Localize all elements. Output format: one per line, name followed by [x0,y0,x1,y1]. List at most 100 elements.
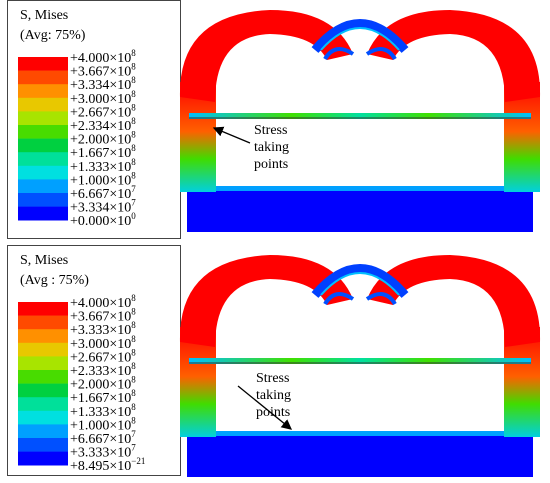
legend-label: +2.334×108 [70,116,136,134]
label-base: +6.667×10 [70,187,131,202]
annotation-text: taking [256,388,291,403]
mid-arch [311,264,409,298]
legend-swatch [18,97,68,112]
annotation-text: taking [254,140,289,155]
legend-swatch [18,329,68,344]
label-base: +3.333×10 [70,323,131,338]
legend-swatch [18,57,68,71]
label-exp: 8 [131,48,136,58]
legend-swatch [18,152,68,167]
label-base: +3.334×10 [70,201,131,216]
base-slab [187,433,533,477]
legend-swatch [18,356,68,371]
label-exp: 8 [131,388,136,398]
legend-swatch [18,179,68,194]
arch-edge [365,292,397,306]
label-exp: 8 [131,102,136,112]
label-exp: 8 [131,402,136,412]
legend-label: +3.334×107 [70,198,136,216]
legend-label: +3.333×107 [70,443,136,461]
label-base: +1.333×10 [70,160,131,175]
legend-label: +3.000×108 [70,334,136,352]
legend-label: +6.667×107 [70,429,136,447]
legend-swatch [18,315,68,330]
legend-swatch [18,125,68,139]
left-arch [179,255,353,347]
label-exp: 7 [131,184,136,194]
label-exp: 7 [131,429,136,439]
mid-arch-inner [320,272,400,296]
annotation-text: points [254,157,288,172]
legend-swatch [18,84,68,99]
legend-swatch [18,165,68,180]
label-exp: 8 [131,334,136,344]
legend-title: S, Mises [20,8,68,23]
label-base: +1.000×10 [70,173,131,188]
legend-label: +2.000×108 [70,130,136,148]
label-exp: 8 [131,361,136,371]
legend-label: +3.000×108 [70,89,136,107]
base-slab [187,188,533,232]
label-base: +2.334×10 [70,119,131,134]
legend-label: +2.333×108 [70,361,136,379]
label-exp: 8 [131,347,136,357]
legend-swatch [18,410,68,425]
label-exp: 7 [131,443,136,453]
label-base: +3.667×10 [70,65,131,80]
structure [179,255,541,477]
label-exp: 8 [131,62,136,72]
label-base: +1.667×10 [70,391,131,406]
base-slab-top [187,431,533,436]
label-exp: −21 [131,456,145,466]
label-base: +1.667×10 [70,146,131,161]
arch-edge [323,292,355,306]
label-exp: 8 [131,320,136,330]
mid-arch [311,19,409,53]
label-exp: 0 [131,211,136,221]
label-base: +3.334×10 [70,78,131,93]
label-exp: 8 [131,293,136,303]
legend-label: +3.333×108 [70,320,136,338]
legend-title: S, Mises [20,253,68,268]
legend-swatch [18,342,68,357]
label-base: +4.000×10 [70,296,131,311]
label-exp: 8 [131,157,136,167]
legend-label: +3.667×108 [70,62,136,80]
label-exp: 8 [131,75,136,85]
legend-swatch [18,424,68,439]
legend-label: +1.000×108 [70,170,136,188]
label-base: +3.000×10 [70,337,131,352]
annotation-arrow [237,385,293,430]
label-exp: 8 [131,143,136,153]
legend-label: +1.667×108 [70,143,136,161]
legend: S, Mises(Avg : 75%)+4.000×108+3.667×108+… [7,245,181,476]
beam [189,113,531,119]
legend-swatch [18,383,68,398]
legend: S, Mises(Avg: 75%)+4.000×108+3.667×108+3… [7,0,181,239]
legend-swatch [18,438,68,452]
label-base: +2.333×10 [70,364,131,379]
label-base: +4.000×10 [70,51,131,66]
left-arch [179,10,353,102]
annotation-text: Stress [254,123,287,138]
label-base: +2.000×10 [70,378,131,393]
legend-label: +1.333×108 [70,157,136,175]
legend-label: +1.667×108 [70,388,136,406]
label-base: +1.000×10 [70,418,131,433]
label-exp: 7 [131,198,136,208]
arch-edge [365,47,397,61]
beam [189,358,531,364]
label-exp: 8 [131,415,136,425]
legend-label: +0.000×100 [70,211,136,229]
legend-label: +6.667×107 [70,184,136,202]
legend-avg: (Avg: 75%) [20,28,86,43]
right-arch [367,255,541,347]
legend-label: +2.667×108 [70,102,136,120]
annotation-text: points [256,405,290,420]
label-base: +6.667×10 [70,432,131,447]
arch-edge [323,47,355,61]
label-base: +2.667×10 [70,105,131,120]
label-base: +1.333×10 [70,405,131,420]
legend-swatch [18,397,68,412]
